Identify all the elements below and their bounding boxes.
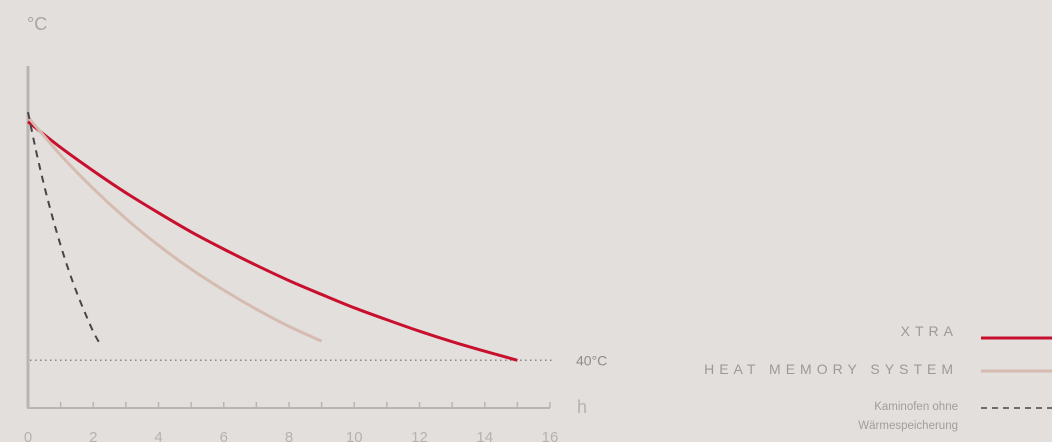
x-tick-label: 0 — [24, 429, 32, 442]
series-line-2 — [27, 111, 101, 345]
legend-label-xtra: XTRA — [900, 323, 958, 339]
legend-label-kaminofen: Kaminofen ohne Wärmespeicherung — [858, 398, 958, 436]
x-tick-label: 16 — [542, 429, 559, 442]
x-ticks: 0 2 4 6 8 10 12 14 16 — [24, 402, 559, 442]
threshold-label: 40°C — [576, 352, 607, 368]
x-tick-label: 10 — [346, 429, 363, 442]
legend-label-heat-memory-system: HEAT MEMORY SYSTEM — [704, 361, 958, 377]
x-tick-label: 12 — [411, 429, 428, 442]
x-tick-label: 4 — [154, 429, 162, 442]
series-line-1 — [26, 115, 323, 343]
y-axis-label: °C — [27, 14, 47, 34]
legend-label-kaminofen-line2: Wärmespeicherung — [858, 420, 958, 432]
x-tick-label: 6 — [220, 429, 228, 442]
x-axis-label: h — [577, 397, 587, 417]
legend-label-kaminofen-line1: Kaminofen ohne — [874, 401, 958, 413]
axes: 0 2 4 6 8 10 12 14 16 °C h — [24, 14, 587, 442]
x-tick-label: 2 — [89, 429, 97, 442]
x-tick-label: 8 — [285, 429, 293, 442]
series-lines — [26, 111, 518, 362]
series-line-0 — [27, 120, 518, 362]
x-tick-label: 14 — [476, 429, 493, 442]
